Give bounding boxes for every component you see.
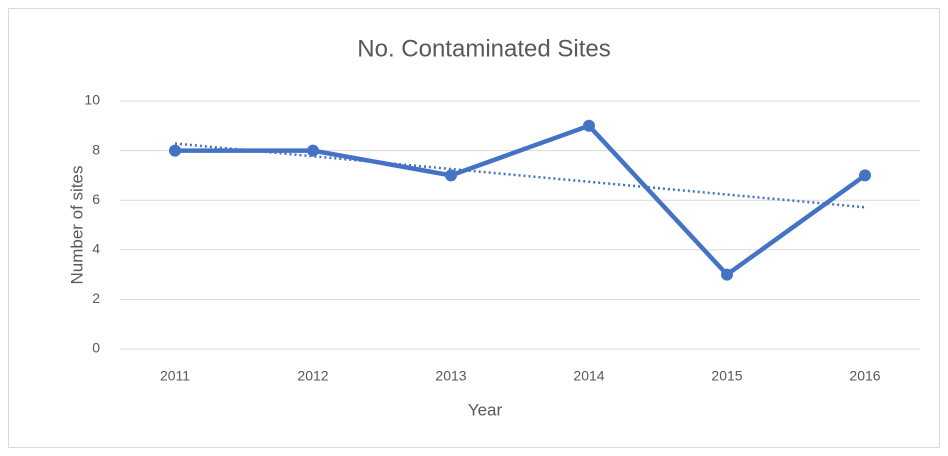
x-tick-label: 2012	[297, 368, 328, 384]
point	[721, 268, 733, 281]
x-tick-label: 2014	[573, 368, 604, 384]
y-axis-label: Number of sites	[67, 165, 86, 284]
y-tick-label: 0	[92, 340, 100, 356]
y-tick-label: 8	[92, 141, 100, 157]
chart-title: No. Contaminated Sites	[357, 35, 610, 62]
x-axis-label: Year	[468, 400, 503, 419]
x-tick-label: 2013	[435, 368, 466, 384]
y-tick-label: 4	[92, 241, 100, 257]
point	[445, 169, 457, 182]
point	[859, 169, 871, 182]
point	[583, 119, 595, 132]
chart-frame	[8, 8, 940, 448]
x-tick-label: 2016	[849, 368, 880, 384]
point	[169, 144, 181, 157]
x-tick-label: 2011	[160, 368, 190, 384]
y-tick-label: 6	[92, 191, 100, 207]
y-tick-label: 2	[92, 290, 100, 306]
y-tick-label: 10	[84, 92, 100, 108]
point	[307, 144, 319, 157]
x-tick-label: 2015	[711, 368, 742, 384]
trendline	[174, 142, 866, 209]
series-line	[175, 123, 867, 277]
